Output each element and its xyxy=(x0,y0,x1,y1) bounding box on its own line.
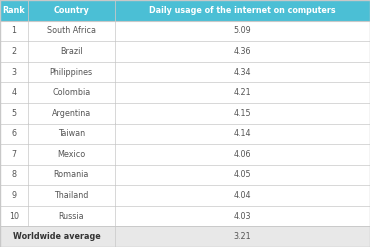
Bar xyxy=(0,103,28,124)
Text: Colombia: Colombia xyxy=(52,88,90,97)
Text: Rank: Rank xyxy=(3,6,25,15)
Text: 6: 6 xyxy=(11,129,16,138)
Text: Russia: Russia xyxy=(58,212,84,221)
Text: 5: 5 xyxy=(11,109,16,118)
Bar xyxy=(0,226,115,247)
Text: 4.34: 4.34 xyxy=(233,67,251,77)
Text: 1: 1 xyxy=(11,26,16,35)
Text: Daily usage of the internet on computers: Daily usage of the internet on computers xyxy=(149,6,336,15)
Bar xyxy=(28,185,115,206)
Text: 4.05: 4.05 xyxy=(233,170,251,180)
Bar xyxy=(0,165,28,185)
Text: Romania: Romania xyxy=(54,170,89,180)
Bar xyxy=(28,124,115,144)
Bar xyxy=(28,82,115,103)
Text: Brazil: Brazil xyxy=(60,47,83,56)
Bar xyxy=(115,206,370,226)
Bar xyxy=(0,62,28,82)
Bar xyxy=(28,41,115,62)
Bar xyxy=(115,226,370,247)
Bar xyxy=(28,62,115,82)
Bar xyxy=(115,185,370,206)
Text: Philippines: Philippines xyxy=(50,67,93,77)
Text: 4.06: 4.06 xyxy=(233,150,251,159)
Bar xyxy=(0,41,28,62)
Bar xyxy=(0,21,28,41)
Bar xyxy=(28,144,115,165)
Bar xyxy=(0,82,28,103)
Text: Taiwan: Taiwan xyxy=(58,129,85,138)
Text: 4.15: 4.15 xyxy=(233,109,251,118)
Bar xyxy=(0,124,28,144)
Text: 2: 2 xyxy=(11,47,16,56)
Bar xyxy=(115,82,370,103)
Bar xyxy=(28,206,115,226)
Text: 9: 9 xyxy=(11,191,16,200)
Bar xyxy=(115,124,370,144)
Text: 3.21: 3.21 xyxy=(233,232,251,241)
Text: 4.36: 4.36 xyxy=(233,47,251,56)
Text: Worldwide average: Worldwide average xyxy=(13,232,101,241)
Bar xyxy=(28,103,115,124)
Text: 4.21: 4.21 xyxy=(233,88,251,97)
Bar xyxy=(28,21,115,41)
Text: 4.04: 4.04 xyxy=(233,191,251,200)
Text: 4: 4 xyxy=(11,88,16,97)
Text: 4.14: 4.14 xyxy=(233,129,251,138)
Bar xyxy=(115,62,370,82)
Bar xyxy=(115,165,370,185)
Bar xyxy=(28,165,115,185)
Bar xyxy=(0,206,28,226)
Bar xyxy=(115,41,370,62)
Bar xyxy=(115,103,370,124)
Bar xyxy=(115,21,370,41)
Text: 5.09: 5.09 xyxy=(233,26,251,35)
Bar xyxy=(0,0,28,21)
Text: Argentina: Argentina xyxy=(51,109,91,118)
Text: 8: 8 xyxy=(11,170,16,180)
Text: 4.03: 4.03 xyxy=(233,212,251,221)
Text: South Africa: South Africa xyxy=(47,26,96,35)
Bar xyxy=(28,0,115,21)
Text: Country: Country xyxy=(53,6,89,15)
Text: Thailand: Thailand xyxy=(54,191,88,200)
Text: 3: 3 xyxy=(11,67,16,77)
Bar xyxy=(0,185,28,206)
Text: 10: 10 xyxy=(9,212,19,221)
Text: Mexico: Mexico xyxy=(57,150,85,159)
Text: 7: 7 xyxy=(11,150,16,159)
Bar xyxy=(115,0,370,21)
Bar xyxy=(0,144,28,165)
Bar xyxy=(115,144,370,165)
